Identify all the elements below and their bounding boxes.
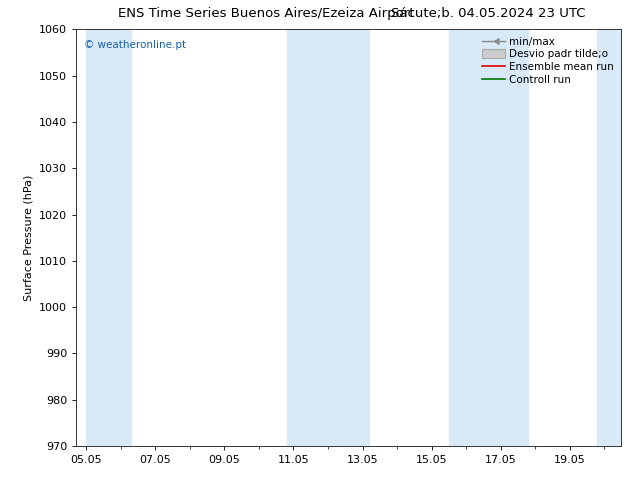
Legend: min/max, Desvio padr tilde;o, Ensemble mean run, Controll run: min/max, Desvio padr tilde;o, Ensemble m… xyxy=(480,35,616,87)
Text: ENS Time Series Buenos Aires/Ezeiza Airport: ENS Time Series Buenos Aires/Ezeiza Airp… xyxy=(118,7,415,21)
Text: Sácute;b. 04.05.2024 23 UTC: Sácute;b. 04.05.2024 23 UTC xyxy=(391,7,585,21)
Bar xyxy=(597,29,634,446)
Bar xyxy=(86,29,131,446)
Y-axis label: Surface Pressure (hPa): Surface Pressure (hPa) xyxy=(23,174,34,301)
Text: © weatheronline.pt: © weatheronline.pt xyxy=(84,40,186,50)
Bar xyxy=(287,29,370,446)
Bar xyxy=(449,29,528,446)
